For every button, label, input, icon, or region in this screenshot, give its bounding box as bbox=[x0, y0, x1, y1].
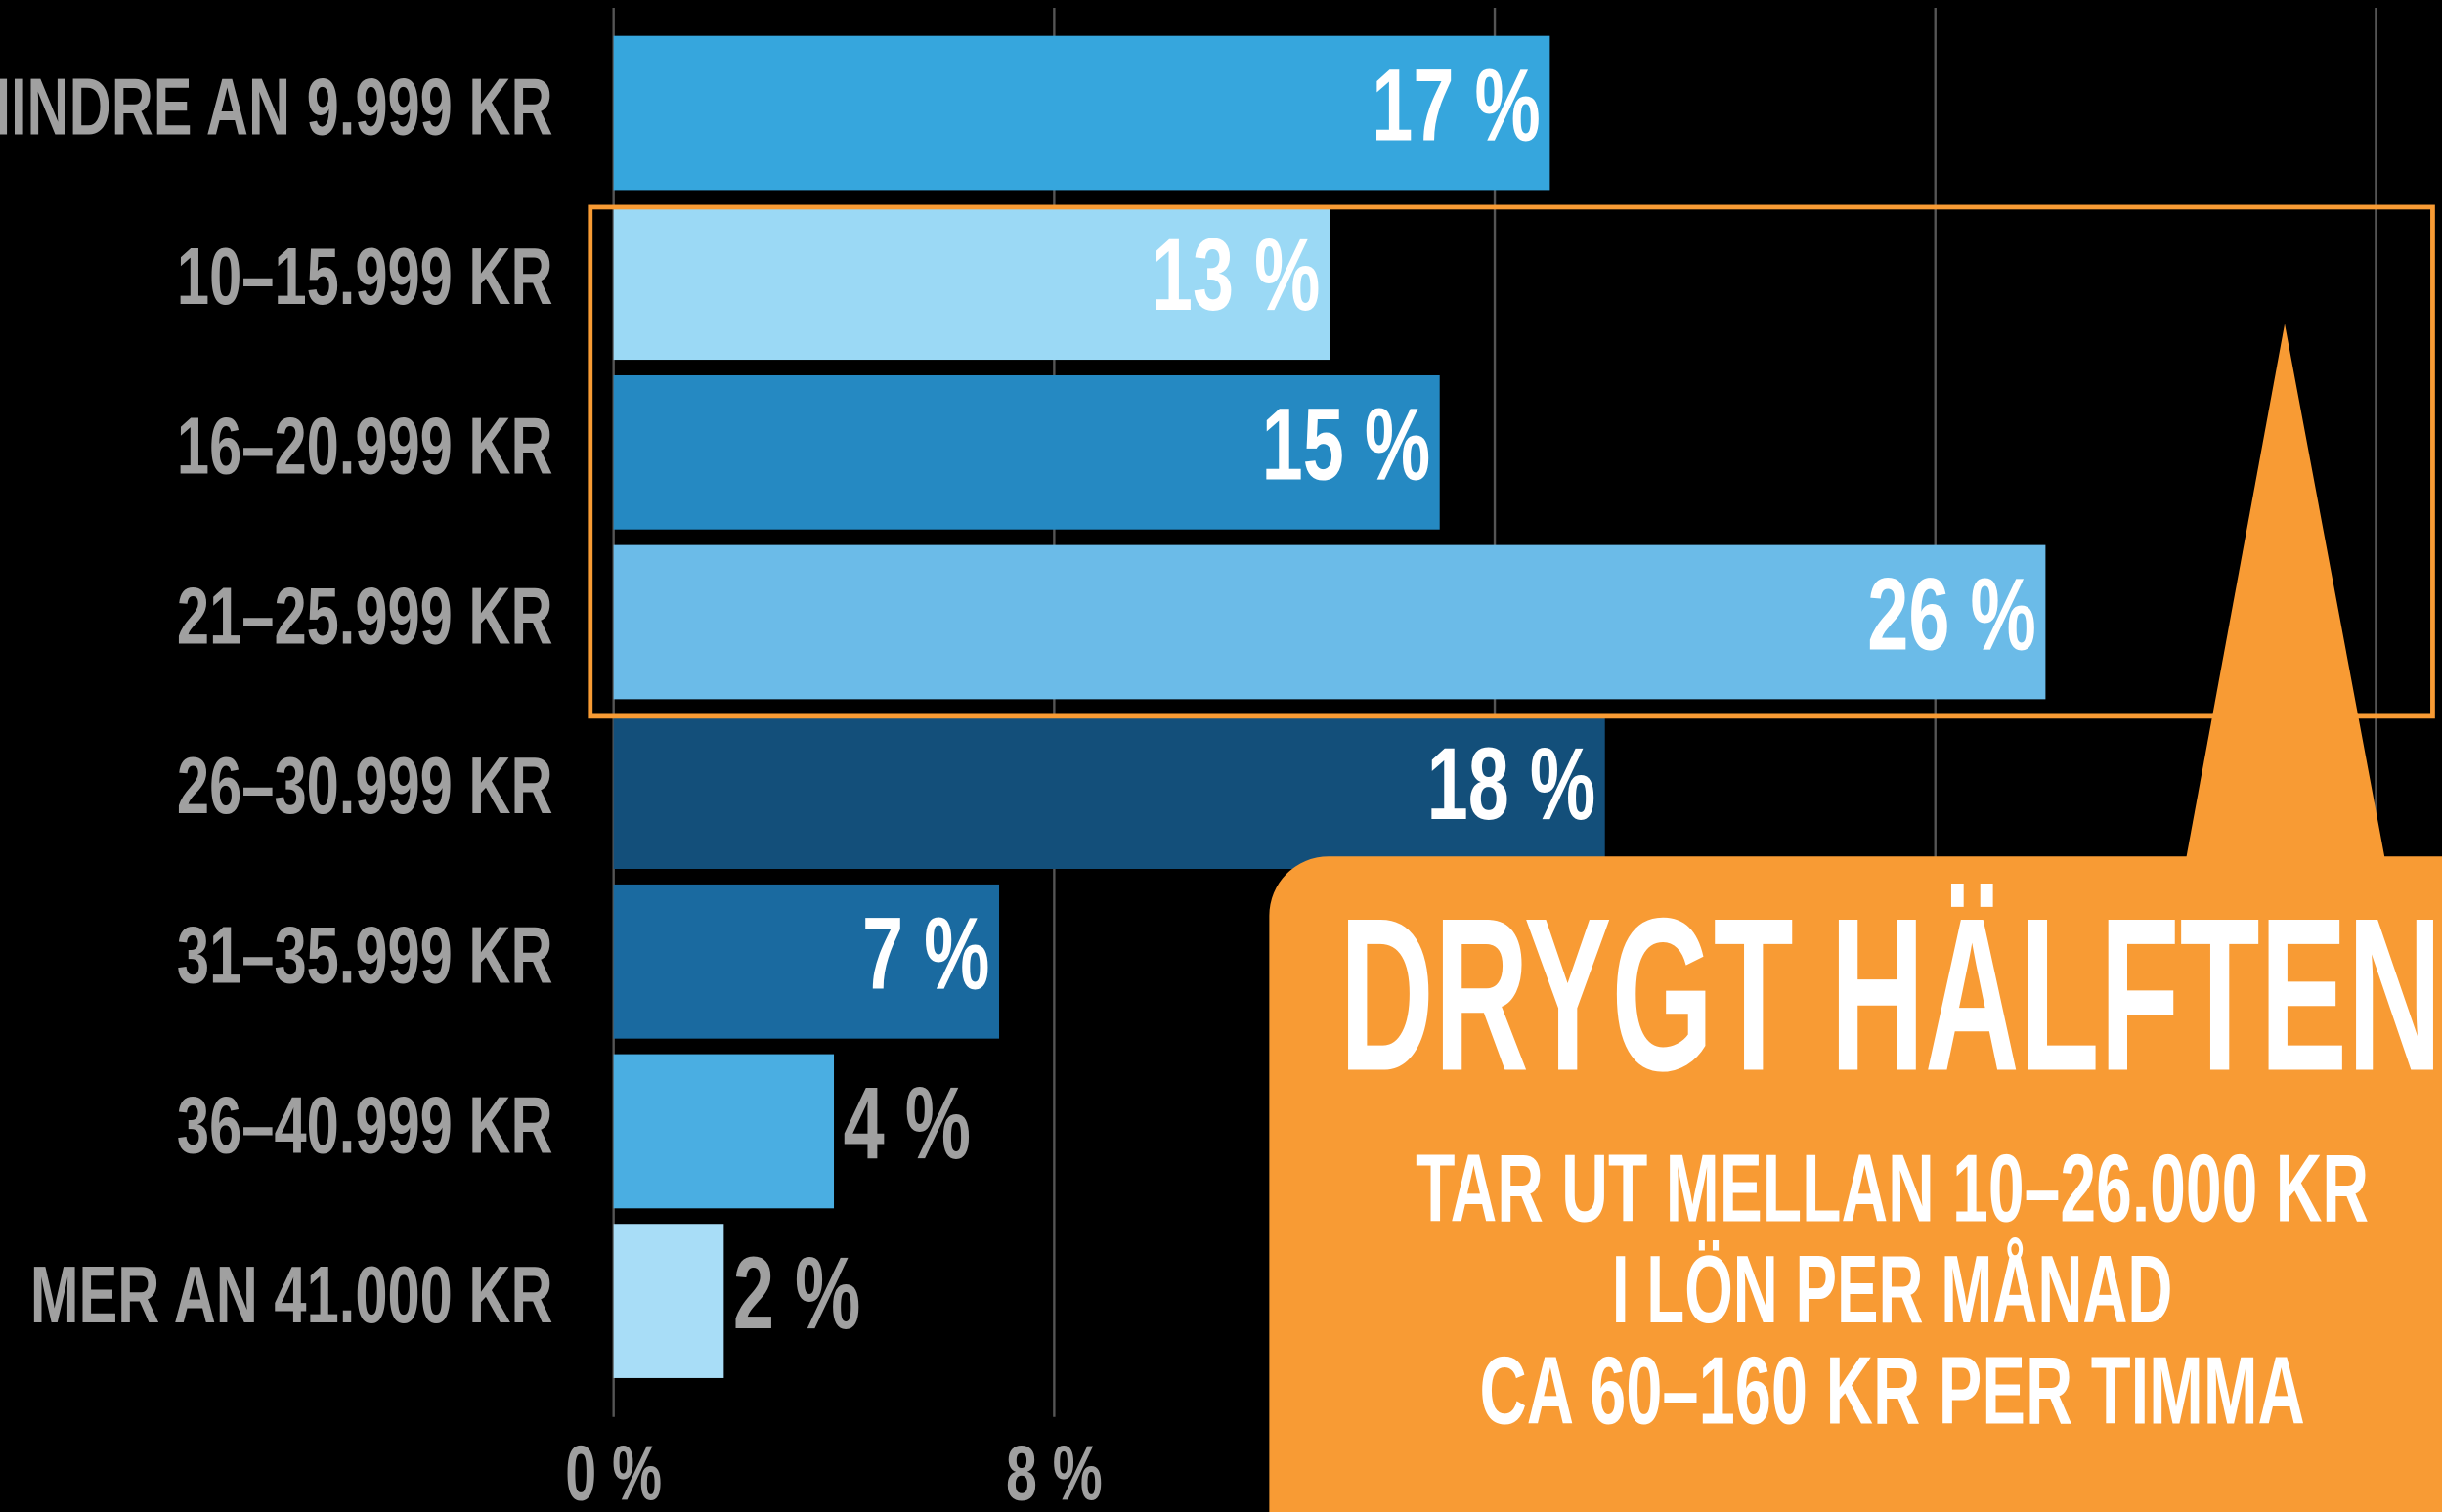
value-label: 4 % bbox=[844, 1066, 971, 1181]
y-tick-label: 26–30.999 KR bbox=[177, 742, 553, 832]
callout-box bbox=[1269, 856, 2442, 1512]
y-tick-label: 36–40.999 KR bbox=[177, 1081, 553, 1171]
y-tick-label: MER AN 41.000 KR bbox=[30, 1251, 553, 1341]
highlight-frame bbox=[588, 204, 2435, 719]
bar bbox=[613, 714, 1605, 870]
value-label: 26 % bbox=[1867, 557, 2036, 671]
callout-line: I LÖN PER MÅNAD bbox=[1612, 1235, 2173, 1343]
value-label: 15 % bbox=[1262, 388, 1431, 502]
bar bbox=[613, 1054, 835, 1209]
bar bbox=[613, 374, 1440, 530]
value-label: 7 % bbox=[862, 896, 989, 1011]
y-tick-label: 31–35.999 KR bbox=[177, 911, 553, 1001]
value-label: 2 % bbox=[733, 1236, 860, 1351]
callout-line: TAR UT MELLAN 10–26.000 KR bbox=[1416, 1135, 2369, 1242]
callout bbox=[1269, 324, 2442, 1512]
callout-line: CA 60–160 KR PER TIMMA bbox=[1479, 1337, 2304, 1445]
bar bbox=[613, 544, 2046, 700]
x-tick-label: 8 % bbox=[1006, 1429, 1103, 1512]
x-tick-label: 0 % bbox=[565, 1429, 662, 1512]
bar bbox=[613, 1224, 724, 1378]
callout-title: DRYGT HÄLFTEN bbox=[1339, 873, 2442, 1116]
bar bbox=[613, 205, 1330, 361]
callout-pointer bbox=[2185, 324, 2386, 865]
bar bbox=[613, 35, 1550, 191]
value-label: 18 % bbox=[1427, 727, 1596, 842]
y-tick-label: 21–25.999 KR bbox=[177, 572, 553, 662]
value-label: 13 % bbox=[1152, 218, 1321, 332]
bar bbox=[613, 884, 1000, 1039]
value-label: 17 % bbox=[1372, 48, 1541, 162]
y-tick-label: MINDRE AN 9.999 KR bbox=[0, 63, 553, 152]
y-tick-label: 10–15.999 KR bbox=[177, 233, 553, 323]
y-tick-label: 16–20.999 KR bbox=[177, 402, 553, 492]
